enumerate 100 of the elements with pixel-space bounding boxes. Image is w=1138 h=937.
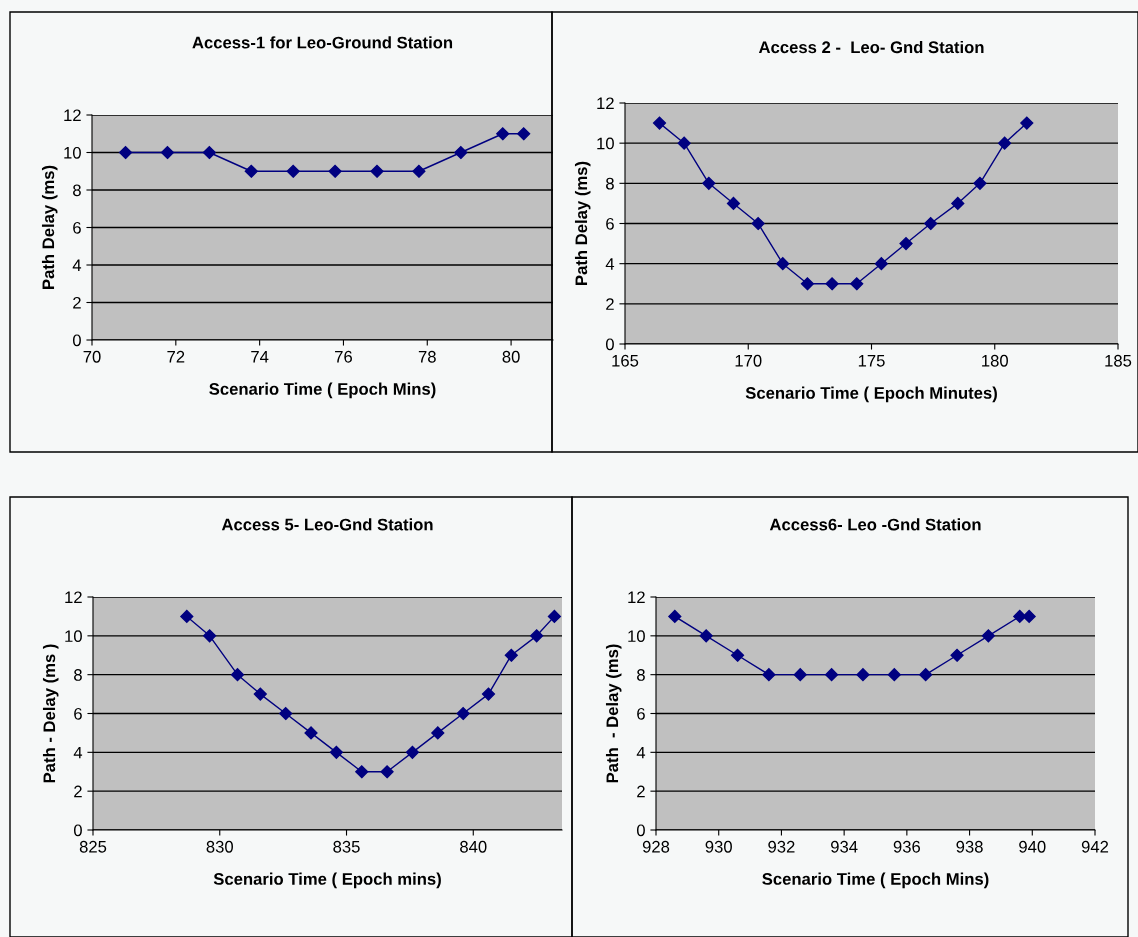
point: [899, 236, 913, 251]
point: [412, 164, 426, 178]
y-tick-label: 0: [73, 824, 82, 837]
point: [118, 145, 133, 160]
point: [668, 609, 682, 624]
y-tick-label: 4: [73, 746, 83, 759]
x-tick-label: 934: [831, 840, 858, 853]
point: [355, 765, 369, 779]
x-axis-title: Scenario Time ( Epoch Mins): [762, 872, 989, 889]
x-axis-title: Scenario Time ( Epoch Minutes): [745, 386, 997, 403]
point: [517, 127, 531, 141]
point: [496, 127, 510, 141]
x-tick-label: 825: [79, 840, 107, 853]
x-tick-label: 72: [167, 350, 185, 363]
chart-title: Access-1 for Leo-Ground Station: [192, 36, 453, 49]
point: [253, 687, 267, 701]
x-tick-label: 942: [1081, 840, 1109, 853]
y-tick-label: 4: [636, 746, 646, 759]
point: [751, 216, 765, 231]
point: [431, 726, 445, 740]
point: [456, 706, 470, 721]
point: [730, 648, 745, 662]
point: [793, 668, 807, 682]
point: [405, 745, 420, 759]
y-tick-label: 12: [628, 591, 645, 604]
x-tick-label: 830: [206, 840, 234, 853]
y-tick-label: 4: [605, 258, 615, 270]
point: [370, 164, 384, 178]
point: [924, 216, 938, 231]
x-tick-label: 76: [335, 350, 352, 363]
point: [304, 726, 318, 740]
y-axis-title: Path - Delay (ms): [605, 644, 622, 783]
point: [850, 277, 864, 291]
y-tick-label: 0: [72, 334, 81, 347]
x-tick-label: 938: [956, 840, 983, 853]
y-tick-label: 10: [64, 146, 81, 159]
y-tick-label: 6: [73, 221, 81, 234]
y-axis-title: Path Delay (ms): [574, 161, 591, 285]
point: [547, 609, 561, 624]
point: [800, 277, 814, 291]
x-tick-label: 70: [83, 350, 101, 363]
x-tick-label: 175: [858, 355, 885, 367]
y-tick-label: 10: [628, 630, 645, 643]
point: [652, 116, 667, 130]
point: [950, 648, 964, 662]
point: [702, 176, 716, 190]
x-axis-title: Scenario Time ( Epoch Mins): [209, 382, 436, 399]
x-tick-label: 928: [642, 840, 670, 853]
y-tick-label: 12: [65, 591, 82, 604]
point: [160, 145, 175, 160]
y-axis-title: Path - Delay (ms ): [42, 644, 59, 783]
point: [699, 629, 713, 643]
y-tick-label: 2: [73, 296, 81, 309]
point: [1020, 116, 1034, 130]
chart-title: Access 2 - Leo- Gnd Station: [758, 40, 984, 54]
y-tick-label: 0: [605, 338, 614, 351]
point: [530, 629, 544, 643]
point: [329, 745, 343, 759]
point: [202, 145, 216, 160]
point: [776, 257, 790, 271]
point: [726, 196, 741, 211]
point: [244, 164, 258, 178]
x-tick-label: 930: [705, 840, 732, 853]
point: [919, 668, 933, 682]
y-tick-label: 6: [606, 217, 614, 230]
x-tick-label: 165: [612, 354, 639, 367]
y-tick-label: 8: [74, 669, 82, 681]
point: [856, 668, 870, 682]
point: [1022, 609, 1036, 624]
x-tick-label: 936: [893, 840, 921, 853]
point: [286, 164, 300, 178]
y-tick-label: 4: [72, 259, 82, 272]
x-tick-label: 74: [251, 351, 269, 363]
x-tick-label: 78: [418, 350, 436, 363]
x-tick-label: 940: [1019, 840, 1046, 853]
y-tick-label: 8: [637, 669, 645, 681]
y-tick-label: 2: [606, 298, 614, 310]
point: [981, 629, 995, 643]
point: [825, 668, 839, 682]
chart-title: Access 5- Leo-Gnd Station: [221, 518, 433, 531]
y-tick-label: 6: [74, 707, 82, 720]
point: [180, 609, 194, 624]
y-tick-label: 12: [64, 109, 81, 122]
point: [481, 687, 496, 701]
y-tick-label: 8: [606, 177, 614, 190]
y-tick-label: 10: [597, 137, 614, 150]
y-tick-label: 2: [74, 785, 82, 798]
x-tick-label: 180: [982, 354, 1008, 367]
point: [279, 706, 293, 721]
chart-title: Access6- Leo -Gnd Station: [769, 518, 981, 531]
x-tick-label: 185: [1105, 354, 1132, 367]
point: [328, 164, 342, 178]
y-tick-label: 0: [636, 824, 645, 837]
point: [230, 668, 245, 682]
point: [762, 668, 776, 682]
point: [454, 145, 468, 160]
point: [887, 668, 901, 682]
point: [951, 196, 965, 211]
x-tick-label: 170: [735, 354, 762, 367]
point: [677, 136, 691, 150]
